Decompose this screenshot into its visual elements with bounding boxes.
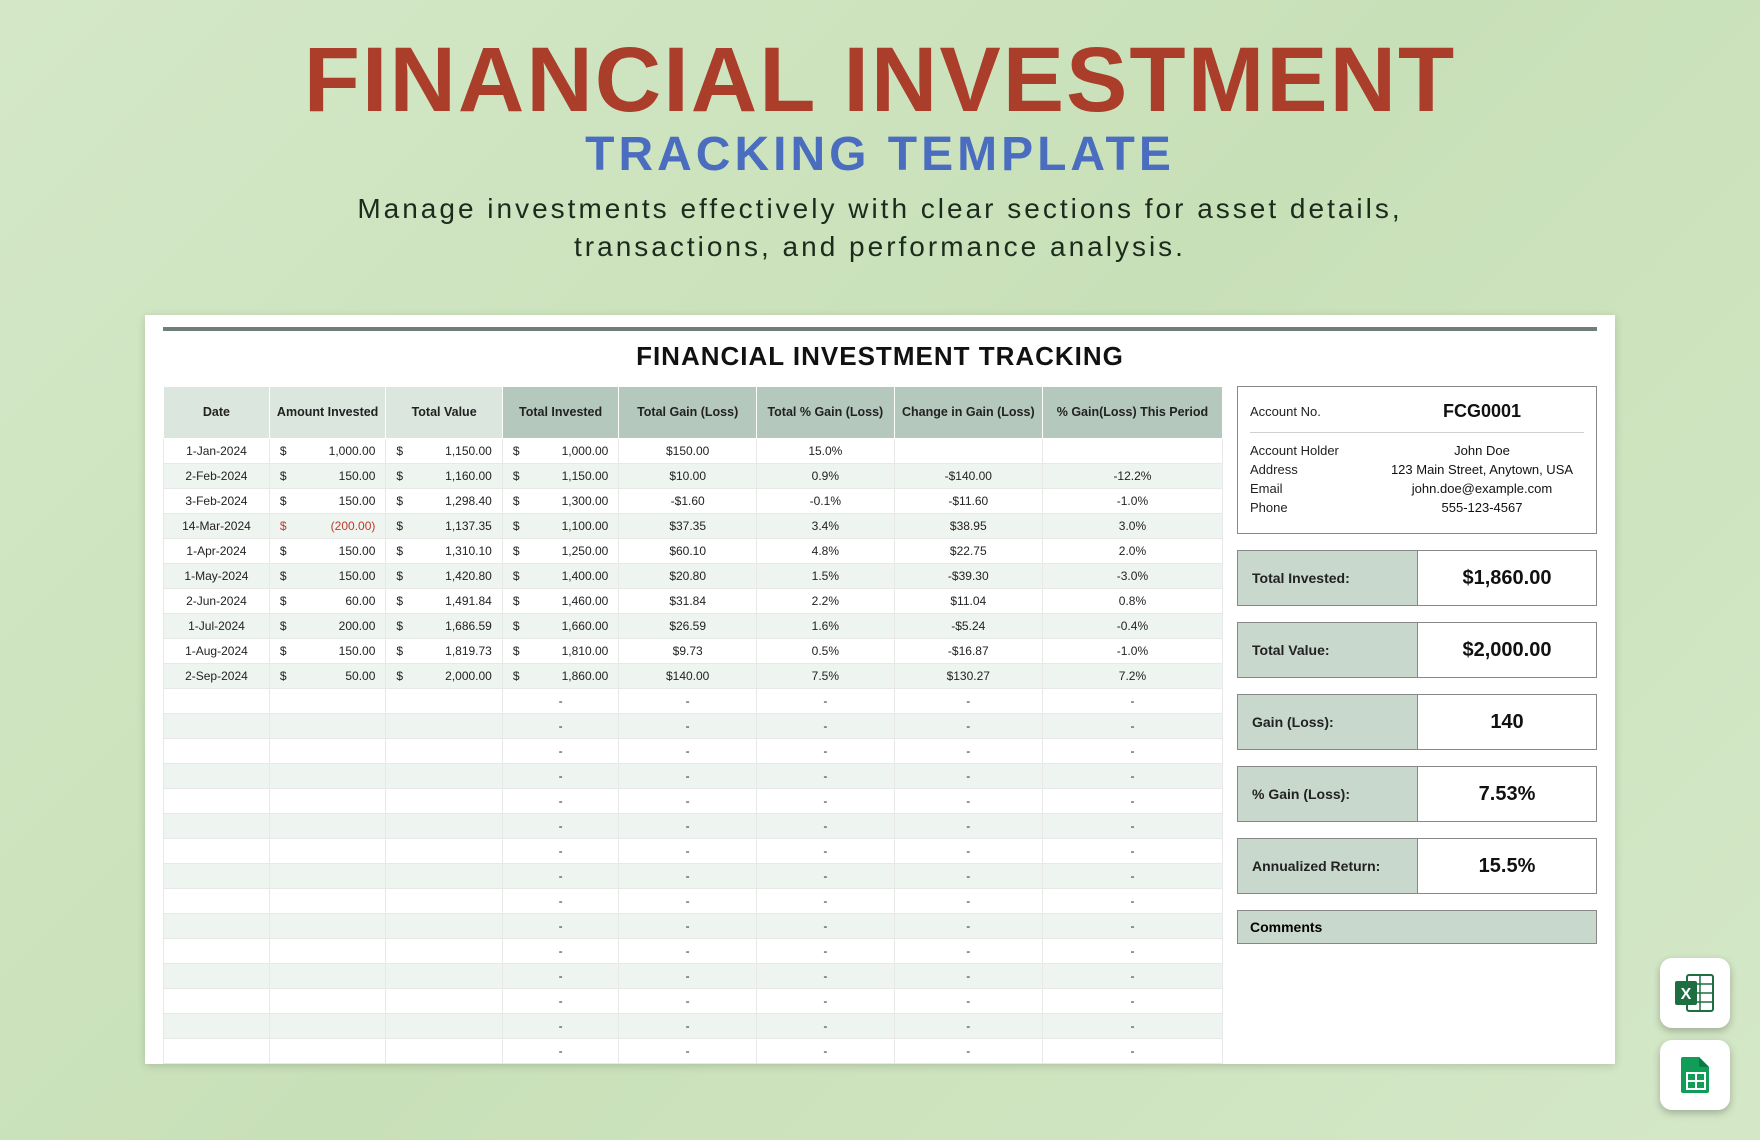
col-header: % Gain(Loss) This Period xyxy=(1042,387,1222,439)
title-main: FINANCIAL INVESTMENT xyxy=(0,28,1760,133)
summary-label: Total Invested: xyxy=(1238,551,1418,605)
table-row-empty: ----- xyxy=(164,939,1223,964)
phone-label: Phone xyxy=(1250,500,1380,515)
table-row: 2-Sep-2024$50.00$2,000.00$1,860.00$140.0… xyxy=(164,664,1223,689)
data-table-area: DateAmount InvestedTotal ValueTotal Inve… xyxy=(163,386,1223,1064)
summary-label: Total Value: xyxy=(1238,623,1418,677)
subtitle-line-2: transactions, and performance analysis. xyxy=(574,231,1186,262)
table-row-empty: ----- xyxy=(164,964,1223,989)
summary-value: 7.53% xyxy=(1418,767,1596,821)
table-row: 2-Feb-2024$150.00$1,160.00$1,150.00$10.0… xyxy=(164,464,1223,489)
table-row: 1-May-2024$150.00$1,420.80$1,400.00$20.8… xyxy=(164,564,1223,589)
email-value: john.doe@example.com xyxy=(1380,481,1584,496)
summary-box: Total Value:$2,000.00 xyxy=(1237,622,1597,678)
sheet-title: FINANCIAL INVESTMENT TRACKING xyxy=(163,341,1597,372)
summary-value: $2,000.00 xyxy=(1418,623,1596,677)
summary-box: Gain (Loss):140 xyxy=(1237,694,1597,750)
summary-value: 140 xyxy=(1418,695,1596,749)
account-holder-label: Account Holder xyxy=(1250,443,1380,458)
table-row-empty: ----- xyxy=(164,789,1223,814)
table-row: 1-Jan-2024$1,000.00$1,150.00$1,000.00$15… xyxy=(164,439,1223,464)
table-row: 14-Mar-2024$(200.00)$1,137.35$1,100.00$3… xyxy=(164,514,1223,539)
table-row: 1-Aug-2024$150.00$1,819.73$1,810.00$9.73… xyxy=(164,639,1223,664)
col-header: Date xyxy=(164,387,270,439)
summary-box: Annualized Return:15.5% xyxy=(1237,838,1597,894)
summary-box: % Gain (Loss):7.53% xyxy=(1237,766,1597,822)
table-row-empty: ----- xyxy=(164,814,1223,839)
promo-header: FINANCIAL INVESTMENT TRACKING TEMPLATE M… xyxy=(0,0,1760,266)
summary-value: $1,860.00 xyxy=(1418,551,1596,605)
col-header: Amount Invested xyxy=(269,387,385,439)
sidebar: Account No. FCG0001 Account Holder John … xyxy=(1237,386,1597,1064)
google-sheets-icon xyxy=(1660,1040,1730,1110)
table-row-empty: ----- xyxy=(164,1039,1223,1064)
divider xyxy=(1250,432,1584,433)
account-holder-value: John Doe xyxy=(1380,443,1584,458)
subtitle-line-1: Manage investments effectively with clea… xyxy=(357,193,1402,224)
summary-label: % Gain (Loss): xyxy=(1238,767,1418,821)
col-header: Change in Gain (Loss) xyxy=(894,387,1042,439)
phone-value: 555-123-4567 xyxy=(1380,500,1584,515)
account-card: Account No. FCG0001 Account Holder John … xyxy=(1237,386,1597,534)
table-header-row: DateAmount InvestedTotal ValueTotal Inve… xyxy=(164,387,1223,439)
format-icons: X xyxy=(1660,958,1730,1110)
col-header: Total Invested xyxy=(502,387,618,439)
summary-label: Gain (Loss): xyxy=(1238,695,1418,749)
col-header: Total Gain (Loss) xyxy=(619,387,757,439)
account-no-value: FCG0001 xyxy=(1380,401,1584,422)
account-no-label: Account No. xyxy=(1250,404,1380,419)
investment-table: DateAmount InvestedTotal ValueTotal Inve… xyxy=(163,386,1223,1064)
excel-icon: X xyxy=(1660,958,1730,1028)
address-value: 123 Main Street, Anytown, USA xyxy=(1380,462,1584,477)
table-row: 2-Jun-2024$60.00$1,491.84$1,460.00$31.84… xyxy=(164,589,1223,614)
table-row: 1-Apr-2024$150.00$1,310.10$1,250.00$60.1… xyxy=(164,539,1223,564)
table-row-empty: ----- xyxy=(164,714,1223,739)
table-row: 1-Jul-2024$200.00$1,686.59$1,660.00$26.5… xyxy=(164,614,1223,639)
summary-box: Total Invested:$1,860.00 xyxy=(1237,550,1597,606)
spreadsheet-preview: FINANCIAL INVESTMENT TRACKING DateAmount… xyxy=(145,315,1615,1064)
table-row-empty: ----- xyxy=(164,989,1223,1014)
subtitle: Manage investments effectively with clea… xyxy=(0,190,1760,266)
table-row-empty: ----- xyxy=(164,739,1223,764)
table-row-empty: ----- xyxy=(164,864,1223,889)
table-row-empty: ----- xyxy=(164,839,1223,864)
table-row-empty: ----- xyxy=(164,889,1223,914)
summary-label: Annualized Return: xyxy=(1238,839,1418,893)
summary-value: 15.5% xyxy=(1418,839,1596,893)
title-sub: TRACKING TEMPLATE xyxy=(0,127,1760,182)
table-row-empty: ----- xyxy=(164,1014,1223,1039)
table-row-empty: ----- xyxy=(164,914,1223,939)
table-row-empty: ----- xyxy=(164,689,1223,714)
top-rule xyxy=(163,327,1597,331)
email-label: Email xyxy=(1250,481,1380,496)
table-row: 3-Feb-2024$150.00$1,298.40$1,300.00-$1.6… xyxy=(164,489,1223,514)
comments-header: Comments xyxy=(1237,910,1597,944)
col-header: Total Value xyxy=(386,387,502,439)
address-label: Address xyxy=(1250,462,1380,477)
col-header: Total % Gain (Loss) xyxy=(757,387,895,439)
svg-text:X: X xyxy=(1681,986,1692,1003)
table-row-empty: ----- xyxy=(164,764,1223,789)
